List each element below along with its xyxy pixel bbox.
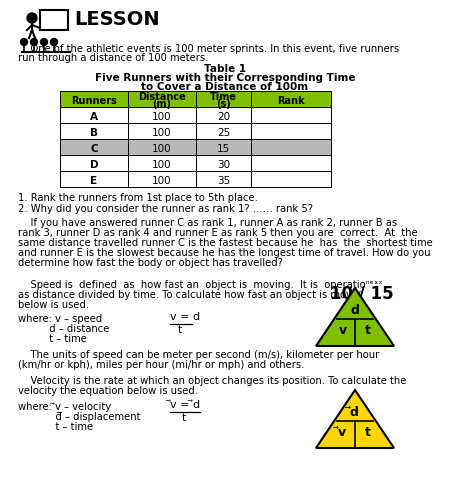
Text: Five Runners with their Corresponding Time: Five Runners with their Corresponding Ti…: [95, 73, 355, 83]
Text: 2. Why did you consider the runner as rank 1? …… rank 5?: 2. Why did you consider the runner as ra…: [18, 204, 313, 214]
Text: LESSON: LESSON: [74, 10, 160, 29]
Bar: [251, 155, 331, 171]
Text: The units of speed can be meter per second (m/s), kilometer per hour: The units of speed can be meter per seco…: [18, 350, 379, 360]
Text: Table 1: Table 1: [204, 64, 246, 74]
Text: E: E: [90, 175, 98, 185]
Bar: [128, 123, 196, 139]
Text: 100: 100: [152, 159, 172, 170]
Bar: [60, 171, 128, 187]
Text: where: v – speed: where: v – speed: [18, 314, 102, 324]
Text: 100: 100: [152, 128, 172, 138]
Text: Speed is  defined  as  how fast an  object is  moving.  It is  operatioⁿᵉˣˣ: Speed is defined as how fast an object i…: [18, 280, 383, 290]
Text: below is used.: below is used.: [18, 300, 89, 310]
Text: Runners: Runners: [71, 96, 117, 106]
Bar: [251, 107, 331, 123]
Bar: [128, 139, 196, 155]
Text: as distance divided by time. To calculate how fast an object is movirⁿ: as distance divided by time. To calculat…: [18, 290, 363, 300]
Text: 100: 100: [152, 112, 172, 122]
Text: If you have answered runner C as rank 1, runner A as rank 2, runner B as: If you have answered runner C as rank 1,…: [18, 218, 397, 228]
Bar: [128, 91, 196, 107]
Text: (s): (s): [216, 99, 231, 109]
Bar: [196, 123, 251, 139]
Circle shape: [40, 39, 48, 45]
Polygon shape: [316, 390, 394, 448]
Bar: [60, 91, 128, 107]
Text: t: t: [364, 324, 370, 337]
Text: 10 / 15: 10 / 15: [330, 285, 394, 303]
Polygon shape: [316, 288, 394, 346]
Text: 15: 15: [217, 143, 230, 154]
Text: v = d: v = d: [170, 312, 200, 322]
Text: D: D: [90, 159, 98, 170]
Bar: [128, 155, 196, 171]
Bar: [60, 107, 128, 123]
Text: t: t: [364, 426, 370, 439]
Text: ⃗d: ⃗d: [351, 406, 360, 419]
Text: t – time: t – time: [18, 334, 87, 344]
Text: to Cover a Distance of 100m: to Cover a Distance of 100m: [141, 82, 309, 92]
Bar: [251, 91, 331, 107]
Bar: [40, 10, 68, 30]
Text: 30: 30: [217, 159, 230, 170]
Text: Velocity is the rate at which an object changes its position. To calculate the: Velocity is the rate at which an object …: [18, 376, 406, 386]
Bar: [196, 171, 251, 187]
Text: t: t: [182, 413, 186, 423]
Circle shape: [21, 39, 27, 45]
Text: where: ⃗v – velocity: where: ⃗v – velocity: [18, 402, 111, 412]
Text: velocity the equation below is used.: velocity the equation below is used.: [18, 386, 198, 396]
Text: ⃗v: ⃗v: [338, 426, 346, 439]
Bar: [60, 155, 128, 171]
Text: d – distance: d – distance: [18, 324, 109, 334]
Text: 100: 100: [152, 143, 172, 154]
Text: C: C: [90, 143, 98, 154]
Text: B: B: [90, 128, 98, 138]
Circle shape: [50, 39, 58, 45]
Text: A: A: [90, 112, 98, 122]
Text: v: v: [338, 324, 346, 337]
Circle shape: [27, 13, 37, 23]
Bar: [251, 139, 331, 155]
Text: determine how fast the body or object has travelled?: determine how fast the body or object ha…: [18, 258, 283, 268]
Text: t – time: t – time: [18, 422, 93, 432]
Bar: [251, 171, 331, 187]
Text: same distance travelled runner C is the fastest because he  has  the  shortest t: same distance travelled runner C is the …: [18, 238, 433, 248]
Text: Time: Time: [210, 92, 237, 102]
Bar: [128, 171, 196, 187]
Bar: [251, 123, 331, 139]
Text: d̅ – displacement: d̅ – displacement: [18, 412, 140, 422]
Text: and runner E is the slowest because he has the longest time of travel. How do yo: and runner E is the slowest because he h…: [18, 248, 431, 258]
Bar: [196, 91, 251, 107]
Text: Distance: Distance: [138, 92, 186, 102]
Text: d: d: [351, 304, 360, 317]
Text: One of the athletic events is 100 meter sprints. In this event, five runners: One of the athletic events is 100 meter …: [18, 44, 399, 54]
Text: 25: 25: [217, 128, 230, 138]
Bar: [196, 155, 251, 171]
Text: Rank: Rank: [277, 96, 305, 106]
Text: 35: 35: [217, 175, 230, 185]
Text: 20: 20: [217, 112, 230, 122]
Bar: [60, 139, 128, 155]
Circle shape: [31, 39, 37, 45]
Text: 100: 100: [152, 175, 172, 185]
Text: ⃗v = ⃗d: ⃗v = ⃗d: [170, 400, 200, 410]
Text: (m): (m): [153, 99, 171, 109]
Bar: [196, 139, 251, 155]
Bar: [128, 107, 196, 123]
Bar: [196, 107, 251, 123]
Text: 1. Rank the runners from 1st place to 5th place.: 1. Rank the runners from 1st place to 5t…: [18, 193, 258, 203]
Text: t: t: [178, 325, 182, 335]
Text: (km/hr or kph), miles per hour (mi/hr or mph) and others.: (km/hr or kph), miles per hour (mi/hr or…: [18, 360, 304, 370]
Text: run through a distance of 100 meters.: run through a distance of 100 meters.: [18, 53, 208, 63]
Text: rank 3, runner D as rank 4 and runner E as rank 5 then you are  correct.  At  th: rank 3, runner D as rank 4 and runner E …: [18, 228, 418, 238]
Bar: [60, 123, 128, 139]
